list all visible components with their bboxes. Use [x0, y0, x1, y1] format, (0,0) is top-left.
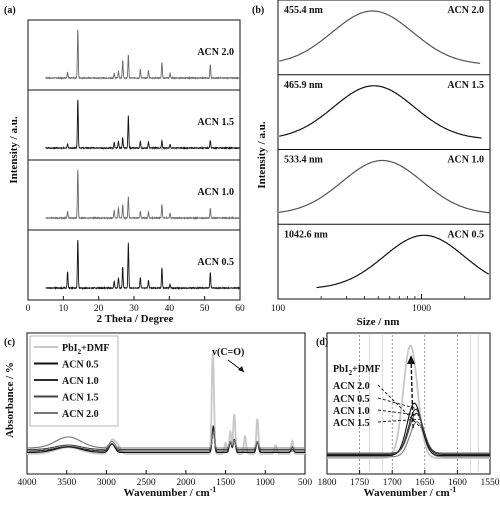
panel-a-plot: ACN 2.0 ACN 1.5 ACN 1.0 ACN 0.5 0 10 20 30 40 50 6…: [26, 19, 245, 314]
xrd-series-line: [45, 29, 241, 81]
panel-c-xlabel: Wavenumber / cm-1: [124, 485, 217, 499]
panel-a-xtick-label: 60: [235, 304, 245, 314]
svg-text:Wavenumber / cm-1: Wavenumber / cm-1: [364, 485, 457, 499]
panel-c-plot: PbI2+DMF ACN 0.5 ACN 1.0 ACN 1.5 ACN 2.0 v(C=…: [18, 332, 313, 488]
xrd-series-line: [45, 239, 241, 291]
size-distribution-curve: [279, 85, 482, 139]
panel-d-label: (d): [316, 337, 328, 348]
legend-label: ACN 1.5: [62, 393, 99, 404]
ftir-zoom-line: [327, 344, 490, 459]
legend-label: PbI2+DMF: [62, 343, 110, 356]
shift-arrow-line: [410, 359, 414, 429]
ftir-zoom-line: [327, 408, 490, 455]
panel-d-frame: [326, 332, 491, 475]
panel-c-xtick-label: 1500: [216, 478, 235, 488]
panel-a-xtick-label: 0: [26, 304, 31, 314]
panel-c-xtick-label: 2500: [137, 478, 156, 488]
legend-label: ACN 2.0: [62, 409, 99, 420]
panel-b-xtick-label: 100: [271, 304, 286, 314]
xrd-series-label: ACN 1.5: [197, 117, 234, 128]
panel-a-ylabel: Intensity / a.u.: [8, 116, 20, 183]
xrd-series-label: ACN 2.0: [197, 47, 234, 58]
vco-annotation: v(C=O): [212, 347, 244, 358]
panel-c-ylabel: Absorbance / %: [4, 362, 16, 438]
panel-d-label: PbI2+DMF: [333, 364, 381, 377]
size-series-label: ACN 2.0: [447, 5, 484, 16]
panel-c-frame: [26, 332, 306, 475]
ftir-zoom-line: [327, 421, 490, 458]
panel-a-xtick-label: 40: [165, 304, 175, 314]
size-series-label: ACN 1.0: [447, 155, 484, 166]
ftir-series-line: [27, 431, 305, 449]
ftir-zoom-line: [327, 402, 490, 457]
panel-c-label: (c): [4, 337, 15, 348]
panel-a-xtick-label: 10: [59, 304, 69, 314]
panel-b-ylabel: Intensity / a.u.: [256, 121, 268, 188]
panel-c-xtick-label: 500: [298, 478, 313, 488]
panel-b-plot: 455.4 nm ACN 2.0 465.9 nm ACN 1.5 533.4 nm AC…: [271, 0, 491, 314]
legend-label: ACN 0.5: [62, 360, 99, 371]
size-distribution-curve: [279, 10, 481, 64]
panel-d-xlabel: Wavenumber / cm-1: [364, 485, 457, 499]
vco-arrow-head: [238, 366, 244, 372]
panel-d-xtick-label: 1800: [318, 478, 337, 488]
panel-c: (c) PbI2+DMF ACN 0.5 ACN 1.0 ACN 1.5 ACN 2.0…: [4, 332, 313, 499]
panel-d-xtick-label: 1600: [448, 478, 467, 488]
xrd-series-line: [45, 169, 241, 221]
panel-a-label: (a): [4, 5, 16, 16]
panel-d-label: ACN 0.5: [333, 394, 370, 405]
panel-d-xtick-label: 1700: [383, 478, 402, 488]
panel-b-xtick-label: 1000: [412, 304, 431, 314]
panel-d-pointer: [377, 397, 419, 410]
panel-d-xtick-label: 1650: [415, 478, 434, 488]
ftir-series-line: [27, 424, 305, 454]
ftir-zoom-line: [327, 412, 490, 454]
panel-c-xtick-label: 3000: [97, 478, 116, 488]
panel-b: (b) 455.4 nm ACN 2.0 465.9 nm ACN 1.5 533.4 …: [252, 0, 491, 328]
size-peak-label: 1042.6 nm: [284, 229, 329, 240]
xrd-series-label: ACN 0.5: [197, 257, 234, 268]
panel-a: (a) ACN 2.0 ACN 1.5 ACN 1.0 ACN 0.5 0 10 20 30 4…: [4, 5, 245, 325]
shift-arrow-head: [407, 355, 416, 364]
panel-c-xtick-label: 2000: [176, 478, 195, 488]
panel-c-xtick-label: 3500: [57, 478, 76, 488]
size-distribution-curve: [316, 234, 489, 289]
panel-b-label: (b): [252, 5, 264, 16]
panel-d-xtick-label: 1550: [481, 478, 500, 488]
size-series-label: ACN 1.5: [447, 80, 484, 91]
panel-c-xtick-label: 4000: [18, 478, 37, 488]
size-peak-label: 533.4 nm: [284, 155, 324, 166]
size-distribution-curve: [278, 159, 491, 214]
size-series-label: ACN 0.5: [447, 229, 484, 240]
panel-d-label: ACN 2.0: [333, 381, 370, 392]
legend-label: ACN 1.0: [62, 376, 99, 387]
panel-c-legend: PbI2+DMF ACN 0.5 ACN 1.0 ACN 1.5 ACN 2.0: [29, 335, 119, 427]
svg-text:Wavenumber / cm-1: Wavenumber / cm-1: [124, 485, 217, 499]
panel-b-xlabel: Size / nm: [357, 316, 400, 328]
panel-c-xtick-label: 1000: [256, 478, 275, 488]
size-peak-label: 455.4 nm: [284, 5, 324, 16]
panel-d-label: ACN 1.0: [333, 406, 370, 417]
panel-d-label: ACN 1.5: [333, 418, 370, 429]
panel-a-xlabel: 2 Theta / Degree: [97, 313, 174, 325]
panel-a-xtick-label: 50: [200, 304, 210, 314]
panel-d-pointer: [377, 384, 422, 429]
panel-d-xtick-label: 1750: [350, 478, 369, 488]
xrd-series-line: [45, 99, 241, 151]
size-peak-label: 465.9 nm: [284, 80, 324, 91]
xrd-series-label: ACN 1.0: [197, 187, 234, 198]
panel-a-xtick-label: 20: [94, 304, 104, 314]
panel-a-xtick-label: 30: [129, 304, 139, 314]
